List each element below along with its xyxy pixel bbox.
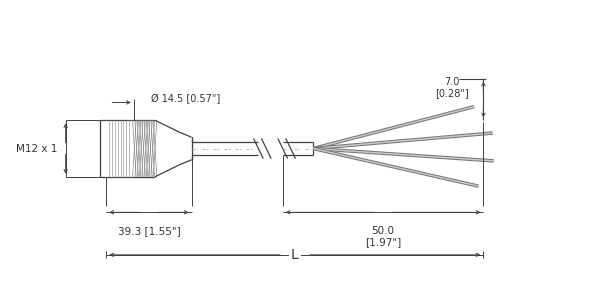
- Text: 50.0
[1.97"]: 50.0 [1.97"]: [365, 226, 401, 247]
- Text: M12 x 1: M12 x 1: [16, 143, 58, 154]
- Text: L: L: [291, 248, 299, 262]
- Text: 7.0
[0.28"]: 7.0 [0.28"]: [435, 77, 469, 98]
- Text: Ø 14.5 [0.57"]: Ø 14.5 [0.57"]: [151, 94, 220, 104]
- Text: 39.3 [1.55"]: 39.3 [1.55"]: [117, 226, 181, 236]
